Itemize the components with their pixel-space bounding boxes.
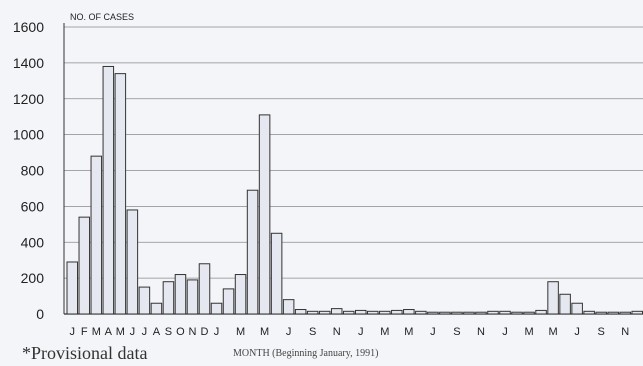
bar-36	[499, 310, 511, 315]
bar-35	[487, 310, 499, 315]
y-tick-label: 600	[21, 198, 45, 214]
bar-13	[222, 288, 235, 315]
bar-43	[583, 310, 595, 315]
x-tick-label: J	[130, 326, 136, 338]
bar-3	[102, 65, 115, 315]
footnote: *Provisional data	[22, 343, 148, 363]
bar-15	[246, 189, 259, 315]
bar-11	[198, 263, 211, 315]
bar-20	[306, 310, 319, 315]
bar-44	[595, 311, 607, 315]
bar-18	[282, 299, 295, 315]
bar-8	[162, 281, 175, 315]
bar-12	[210, 302, 223, 315]
x-tick-label: M	[236, 326, 245, 338]
x-tick-label: M	[549, 326, 558, 338]
y-tick-label: 1000	[13, 127, 44, 143]
bar-47	[631, 310, 643, 315]
bar-40	[547, 281, 559, 315]
bar-0	[66, 261, 79, 315]
x-tick-label: S	[453, 326, 460, 338]
y-tick-label: 1200	[13, 91, 44, 107]
y-axis-title: NO. OF CASES	[70, 12, 134, 22]
y-tick-label: 200	[21, 270, 45, 286]
x-tick-label: J	[358, 326, 364, 338]
bar-2	[90, 155, 103, 315]
bar-45	[607, 311, 619, 315]
x-tick-label: J	[70, 326, 76, 338]
bar-4	[114, 73, 127, 315]
bar-6	[138, 286, 151, 315]
bar-27	[391, 309, 403, 315]
bar-26	[379, 310, 391, 315]
x-tick-label: J	[286, 326, 292, 338]
bar-32	[451, 311, 463, 315]
bar-7	[150, 302, 163, 315]
x-tick-label: M	[524, 326, 533, 338]
x-tick-label: A	[105, 326, 113, 338]
x-axis-title: MONTH (Beginning January, 1991)	[233, 348, 379, 359]
x-tick-label: D	[201, 326, 209, 338]
bar-34	[475, 311, 487, 315]
bar-30	[427, 311, 439, 315]
x-tick-label: M	[92, 326, 101, 338]
bar-46	[619, 311, 631, 315]
bar-17	[270, 232, 283, 315]
bar-9	[174, 274, 187, 315]
x-tick-label: S	[598, 326, 605, 338]
bar-33	[463, 311, 475, 315]
y-tick-label: 1600	[13, 19, 44, 35]
bar-10	[186, 279, 199, 315]
bar-25	[367, 310, 379, 315]
bar-21	[318, 310, 331, 315]
x-tick-label: O	[176, 326, 185, 338]
y-tick-label: 0	[36, 306, 44, 322]
y-tick-label: 1400	[13, 55, 44, 71]
x-tick-label: N	[188, 326, 196, 338]
y-tick-label: 800	[21, 163, 45, 179]
bar-29	[415, 310, 427, 315]
bar-41	[559, 293, 571, 315]
bar-37	[511, 311, 523, 315]
x-tick-label: A	[153, 326, 161, 338]
bar-14	[234, 274, 247, 315]
x-tick-label: M	[380, 326, 389, 338]
x-tick-label: M	[260, 326, 269, 338]
x-tick-label: F	[81, 326, 88, 338]
bar-19	[294, 309, 307, 315]
bar-23	[342, 310, 355, 315]
bar-31	[439, 311, 451, 315]
bar-38	[523, 311, 535, 315]
x-tick-label: S	[309, 326, 316, 338]
x-tick-label: N	[621, 326, 629, 338]
x-tick-label: N	[477, 326, 485, 338]
x-tick-label: J	[430, 326, 436, 338]
x-tick-label: J	[574, 326, 580, 338]
x-tick-label: N	[333, 326, 341, 338]
bar-28	[403, 309, 415, 315]
bar-42	[571, 302, 583, 315]
bar-39	[535, 309, 547, 315]
x-tick-label: J	[214, 326, 220, 338]
x-tick-label: S	[165, 326, 172, 338]
bar-22	[330, 308, 343, 315]
x-tick-label: J	[502, 326, 508, 338]
y-tick-label: 400	[21, 234, 45, 250]
bar-24	[355, 309, 367, 315]
bar-1	[78, 216, 91, 315]
x-tick-label: J	[142, 326, 148, 338]
x-tick-label: M	[404, 326, 413, 338]
x-tick-label: M	[116, 326, 125, 338]
bar-16	[258, 114, 271, 315]
bar-5	[126, 209, 139, 315]
